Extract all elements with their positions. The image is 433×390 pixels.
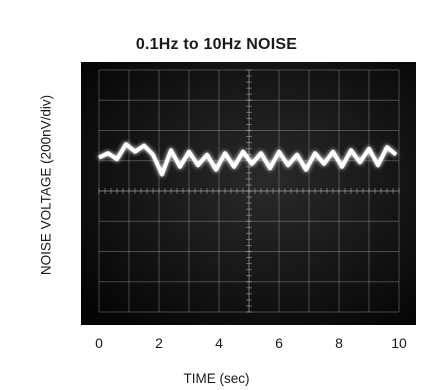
- x-tick-label: 10: [391, 335, 407, 351]
- noise-trace-line: [98, 142, 398, 177]
- chart-title: 0.1Hz to 10Hz NOISE: [135, 36, 298, 53]
- oscilloscope-screen: [81, 62, 416, 325]
- x-tick-label: 0: [95, 335, 103, 351]
- x-tick-label: 2: [155, 335, 163, 351]
- y-axis-label: NOISE VOLTAGE (200nV/div): [38, 94, 54, 276]
- x-axis-label: TIME (sec): [183, 371, 250, 386]
- x-tick-label: 6: [275, 335, 283, 351]
- x-tick-label: 4: [215, 335, 223, 351]
- noise-trace: [98, 142, 398, 177]
- x-tick-label: 8: [335, 335, 343, 351]
